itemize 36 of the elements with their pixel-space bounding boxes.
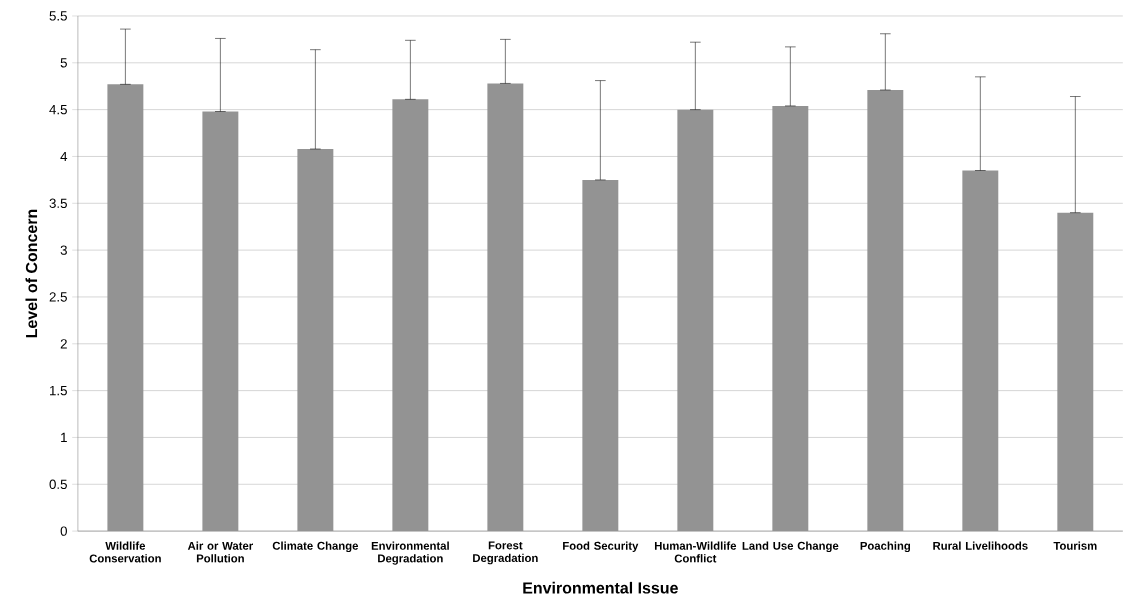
y-tick-label: 4 [60,151,68,162]
x-tick-label: Poaching [860,541,911,553]
x-tick-label: Climate Change [272,541,359,553]
y-tick-label: 2 [60,339,67,349]
y-tick-label: 1.5 [50,385,67,396]
y-axis-title: Level of Concern [25,209,38,338]
y-tick-label: 5 [60,58,67,68]
y-tick-label: 3.5 [49,198,67,208]
bar [677,109,714,532]
y-tick-label: 5.5 [49,11,67,21]
x-tick-label: Tourism [1053,541,1097,550]
x-tick-label: Air or Water Pollution [187,541,253,563]
x-tick-label: Land Use Change [742,541,839,553]
y-tick-label: 1 [61,432,67,443]
bar [297,148,334,532]
x-axis-title: Environmental Issue [523,581,678,594]
bar [582,179,619,532]
y-tick-label: 3 [60,245,67,255]
bar [487,83,524,532]
bar [202,111,239,532]
bar [392,99,429,532]
y-tick-label: 0.5 [49,479,67,489]
y-tick-label: 4.5 [49,104,67,115]
bar [867,89,904,532]
x-tick-label: Wildlife Conservation [89,541,161,563]
x-tick-label: Food Security [563,541,639,553]
y-tick-label: 2.5 [49,292,67,302]
bar [1057,212,1094,532]
x-tick-label: Forest Degradation [473,541,538,565]
x-tick-label: Rural Livelihoods [933,541,1028,550]
x-tick-label: Environmental Degradation [371,541,449,565]
bar [107,84,144,532]
x-tick-label: Human-Wildlife Conflict [654,541,737,563]
y-tick-label: 0 [60,526,67,536]
bar [962,170,999,532]
bar [772,105,809,532]
